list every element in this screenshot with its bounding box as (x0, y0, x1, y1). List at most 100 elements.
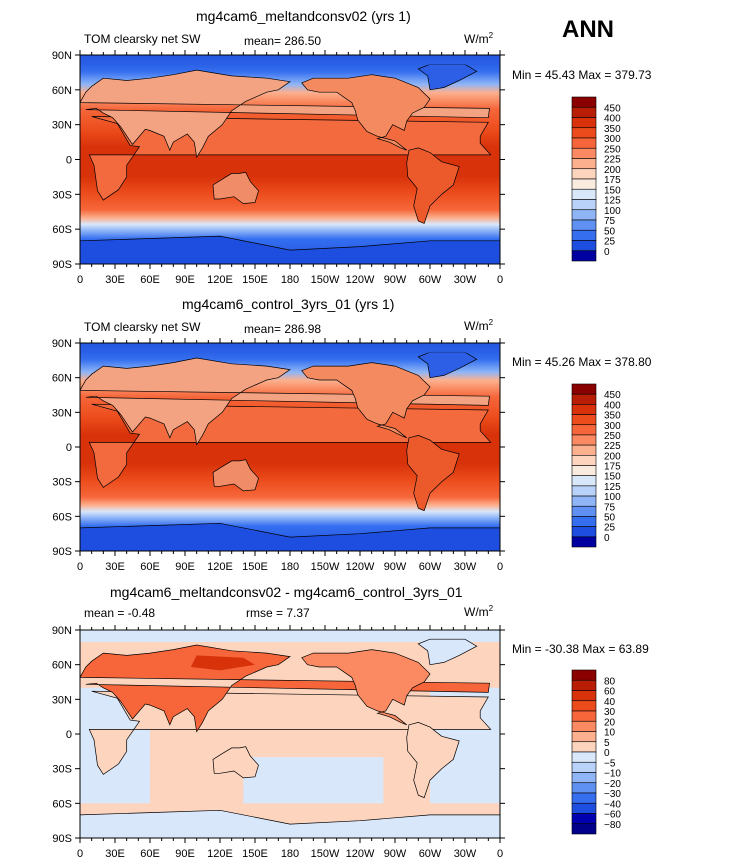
panel1-title: mg4cam6_meltandconsv02 (yrs 1) (196, 8, 411, 24)
lon-label: 30W (454, 274, 477, 286)
lon-label: 150W (311, 274, 340, 286)
continent-australia (212, 746, 259, 779)
lon-label: 30W (454, 561, 477, 573)
colorbar-swatch (571, 731, 597, 743)
colorbar-swatch (571, 240, 597, 252)
lon-label: 90W (384, 274, 407, 286)
map-field (80, 55, 500, 264)
colorbar-label: 125 (604, 482, 621, 493)
continent-antarctica (80, 522, 500, 551)
colorbar-label: 300 (604, 421, 621, 432)
lat-label: 60N (52, 373, 72, 385)
lon-label: 180 (281, 848, 299, 860)
panel1-minmax-label: Min = 45.43 Max = 379.73 (512, 68, 652, 82)
lat-label: 90S (52, 833, 72, 845)
colorbar-swatch (571, 209, 597, 221)
lon-label: 60E (140, 848, 160, 860)
colorbar-label: 5 (604, 738, 610, 749)
colorbar-swatch (571, 455, 597, 466)
lon-label: 90E (175, 274, 195, 286)
colorbar-swatch (571, 720, 597, 732)
lon-label: 60E (140, 561, 160, 573)
lon-label: 180 (281, 274, 299, 286)
colorbar-swatch (571, 485, 597, 497)
colorbar-label: 150 (604, 472, 621, 483)
colorbar-swatch (571, 690, 597, 702)
map-panel-1: 90N 60N 30N 0 30S 60S 90S 0 30E 60E 90E 120E 150E 180… (52, 50, 505, 286)
colorbar-label: 250 (604, 431, 621, 442)
lat-label: 30N (52, 407, 72, 419)
colorbar-swatch (571, 536, 597, 548)
continent-africa (88, 690, 492, 775)
lat-label: 90N (52, 625, 72, 637)
lon-label: 30E (105, 274, 125, 286)
lon-label: 0 (497, 848, 503, 860)
lon-label: 60W (419, 848, 442, 860)
panel2-title: mg4cam6_control_3yrs_01 (yrs 1) (182, 296, 395, 312)
colorbar-swatch (571, 813, 597, 825)
continent-samerica (406, 435, 460, 512)
lon-label: 120E (207, 848, 233, 860)
colorbar-label: −80 (604, 820, 621, 831)
colorbar-swatch (571, 188, 597, 200)
diff-negative-area (243, 757, 384, 804)
colorbar-label: 250 (604, 144, 621, 155)
continent-namerica (301, 649, 431, 726)
colorbar-label: 175 (604, 175, 621, 186)
lon-label: 150E (242, 274, 268, 286)
panel1-variable-label: TOM clearsky net SW (84, 32, 201, 46)
colorbar-swatch (571, 219, 597, 231)
lon-label: 90W (384, 848, 407, 860)
lon-label: 30W (454, 848, 477, 860)
lon-label: 90E (175, 848, 195, 860)
colorbar-label: 225 (604, 155, 621, 166)
lon-label: 120W (346, 561, 375, 573)
colorbar-swatch (571, 393, 597, 405)
colorbar-label: 175 (604, 462, 621, 473)
panel3-minmax-label: Min = -30.38 Max = 63.89 (512, 642, 649, 656)
colorbar-swatch (571, 229, 597, 241)
colorbar-label: 40 (604, 697, 616, 708)
continent-africa (88, 116, 492, 201)
colorbar-label: 60 (604, 687, 616, 698)
map-field (80, 630, 500, 838)
panel1-mean-label: mean= 286.50 (244, 34, 322, 48)
colorbar-swatch (571, 137, 597, 149)
colorbar-swatch (571, 710, 597, 722)
colorbar-swatch (571, 383, 597, 395)
panel3-units-label: W/m2 (464, 604, 494, 619)
lat-label: 30S (52, 764, 72, 776)
lon-label: 120W (346, 274, 375, 286)
continent-namerica (301, 362, 431, 439)
colorbar-label: 75 (604, 502, 616, 513)
colorbar-label: 400 (604, 114, 621, 125)
colorbar-swatch (571, 414, 597, 426)
lat-label: 0 (66, 155, 72, 167)
colorbar-swatch (571, 444, 597, 456)
lat-label: 30N (52, 694, 72, 706)
colorbar-swatch (571, 823, 597, 835)
colorbar-swatch (571, 505, 597, 517)
lat-label: 60S (52, 511, 72, 523)
colorbar-swatch (571, 700, 597, 712)
lon-label: 150E (242, 848, 268, 860)
colorbar-label: 125 (604, 196, 621, 207)
lon-label: 150E (242, 561, 268, 573)
lon-label: 0 (77, 848, 83, 860)
colorbar-swatch (571, 475, 597, 487)
diff-hotspot (190, 655, 255, 671)
colorbar-swatch (571, 516, 597, 527)
lon-label: 60W (419, 561, 442, 573)
colorbar-swatch (571, 199, 597, 211)
lat-label: 30N (52, 120, 72, 132)
colorbar-swatch (571, 679, 597, 691)
lat-label: 60S (52, 798, 72, 810)
colorbar-swatch (571, 669, 597, 681)
colorbar-label: 80 (604, 676, 616, 687)
colorbar-label: 350 (604, 124, 621, 135)
colorbar-swatch (571, 526, 597, 538)
colorbar-label: −20 (604, 779, 621, 790)
colorbar-label: 200 (604, 165, 621, 176)
